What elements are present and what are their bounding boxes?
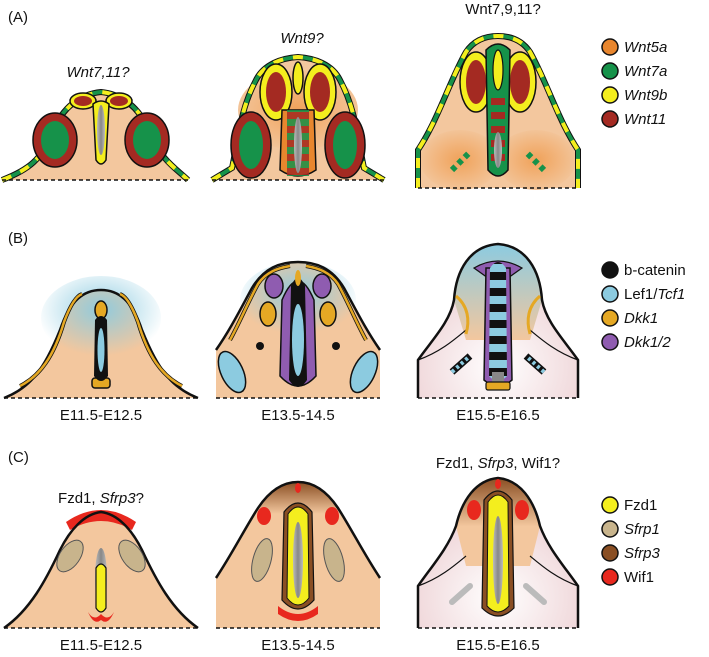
panel-a-diagram-3 (418, 36, 578, 190)
legend-b-swatch-1 (602, 286, 618, 302)
stage-c-3: E15.5-E16.5 (456, 637, 539, 654)
legend-b-label-0: b-catenin (624, 262, 686, 279)
legend-b-label-3: Dkk1/2 (624, 334, 671, 351)
legend-a-swatch-2 (602, 87, 618, 103)
legend-b-label-2: Dkk1 (624, 310, 658, 327)
stage-b-2: E13.5-14.5 (261, 407, 334, 424)
legend-a-label-3: Wnt11 (624, 111, 666, 128)
stage-b-1: E11.5-E12.5 (60, 407, 142, 424)
panel-a-diagram-1 (2, 92, 188, 180)
panel-b-diagram-1 (4, 276, 198, 398)
stage-c-2: E13.5-14.5 (261, 637, 334, 654)
caption-a-2: Wnt9? (280, 30, 324, 47)
panel-b-diagram-2 (213, 262, 384, 398)
legend-b: b-catenin Lef1/Tcf1 Dkk1 Dkk1/2 (602, 262, 686, 351)
legend-a-label-0: Wnt5a (624, 39, 667, 56)
caption-c-3-tail: , Wif1? (513, 455, 560, 472)
legend-a-swatch-1 (602, 63, 618, 79)
legend-b-label-1-plain: Lef1/ (624, 286, 658, 303)
legend-c-label-0: Fzd1 (624, 497, 657, 514)
panel-c-diagram-3 (418, 478, 578, 628)
stage-b-3: E15.5-E16.5 (456, 407, 539, 424)
legend-b-swatch-2 (602, 310, 618, 326)
caption-c-3-plain: Fzd1, (436, 455, 478, 472)
panel-label-b: (B) (8, 230, 28, 247)
legend-c-swatch-0 (602, 497, 618, 513)
legend-c-label-2: Sfrp3 (624, 545, 661, 562)
legend-c: Fzd1 Sfrp1 Sfrp3 Wif1 (602, 497, 661, 586)
legend-a-swatch-3 (602, 111, 618, 127)
caption-c-3-italic: Sfrp3 (478, 455, 515, 472)
caption-a-3: Wnt7,9,11? (465, 1, 541, 18)
legend-b-label-1-italic: Tcf1 (657, 286, 685, 303)
legend-a-swatch-0 (602, 39, 618, 55)
legend-b-label-0-plain: b-catenin (624, 262, 686, 279)
legend-c-swatch-3 (602, 569, 618, 585)
caption-a-1: Wnt7,11? (66, 64, 130, 81)
panel-label-c: (C) (8, 449, 29, 466)
caption-c-1: Fzd1, Sfrp3? (58, 490, 144, 507)
legend-a: Wnt5a Wnt7a Wnt9b Wnt11 (602, 39, 667, 128)
legend-a-label-2: Wnt9b (624, 87, 667, 104)
legend-c-swatch-1 (602, 521, 618, 537)
legend-c-label-3: Wif1 (624, 569, 654, 586)
panel-c-diagram-1 (4, 510, 198, 628)
caption-c-1-plain: Fzd1, (58, 490, 100, 507)
legend-c-label-1: Sfrp1 (624, 521, 660, 538)
panel-label-a: (A) (8, 9, 28, 26)
stage-c-1: E11.5-E12.5 (60, 637, 142, 654)
panel-a-diagram-2 (212, 57, 384, 180)
caption-c-3: Fzd1, Sfrp3, Wif1? (436, 455, 560, 472)
legend-c-swatch-2 (602, 545, 618, 561)
panel-c-diagram-2 (216, 482, 380, 628)
caption-c-1-tail: ? (136, 490, 144, 507)
legend-b-swatch-3 (602, 334, 618, 350)
panel-b-diagram-3 (418, 244, 578, 398)
legend-a-label-1: Wnt7a (624, 63, 667, 80)
legend-b-label-1: Lef1/Tcf1 (624, 286, 685, 303)
caption-c-1-italic: Sfrp3 (100, 490, 137, 507)
legend-b-swatch-0 (602, 262, 618, 278)
